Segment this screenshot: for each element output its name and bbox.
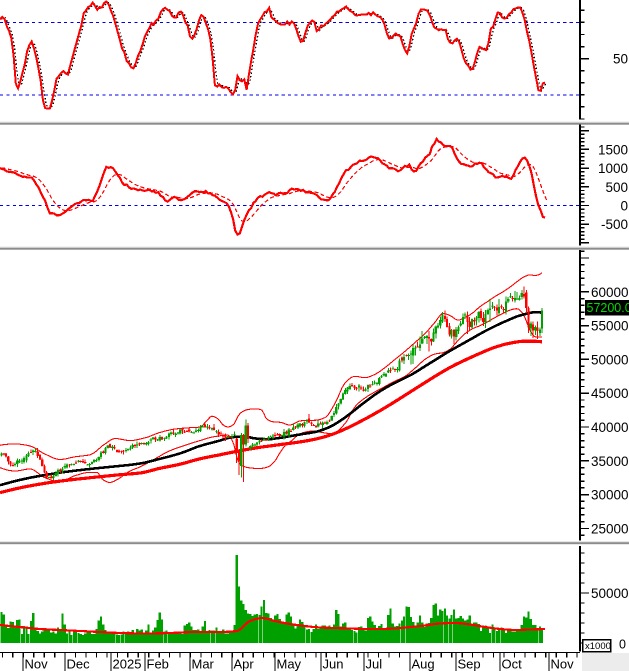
svg-text:0: 0 [619, 638, 626, 652]
svg-text:40000: 40000 [591, 420, 629, 435]
svg-text:60000: 60000 [591, 285, 629, 300]
svg-text:Jul: Jul [366, 657, 383, 671]
svg-text:Nov: Nov [551, 657, 575, 671]
svg-text:x1000: x1000 [585, 641, 611, 652]
svg-text:1000: 1000 [598, 161, 628, 176]
svg-text:0: 0 [620, 199, 628, 214]
svg-text:45000: 45000 [591, 386, 629, 401]
svg-text:500: 500 [605, 180, 628, 195]
svg-text:May: May [277, 657, 302, 671]
svg-text:30000: 30000 [591, 488, 629, 503]
svg-text:35000: 35000 [591, 454, 629, 469]
svg-text:Feb: Feb [147, 657, 169, 671]
svg-text:Jun: Jun [323, 657, 344, 671]
svg-text:50000: 50000 [591, 586, 629, 601]
svg-text:Sep: Sep [458, 657, 481, 671]
svg-text:55000: 55000 [591, 319, 629, 334]
svg-text:Dec: Dec [67, 657, 91, 671]
svg-text:Nov: Nov [25, 657, 49, 671]
svg-text:2025: 2025 [113, 657, 142, 671]
svg-text:50000: 50000 [591, 352, 629, 367]
svg-text:Oct: Oct [502, 657, 523, 671]
svg-text:57200.00: 57200.00 [587, 301, 629, 315]
svg-text:Aug: Aug [412, 657, 435, 671]
svg-text:50: 50 [613, 52, 628, 67]
svg-text:-500: -500 [601, 217, 628, 232]
svg-text:Apr: Apr [234, 657, 255, 671]
svg-text:25000: 25000 [591, 522, 629, 537]
svg-text:Mar: Mar [192, 657, 215, 671]
svg-text:1500: 1500 [598, 142, 628, 157]
